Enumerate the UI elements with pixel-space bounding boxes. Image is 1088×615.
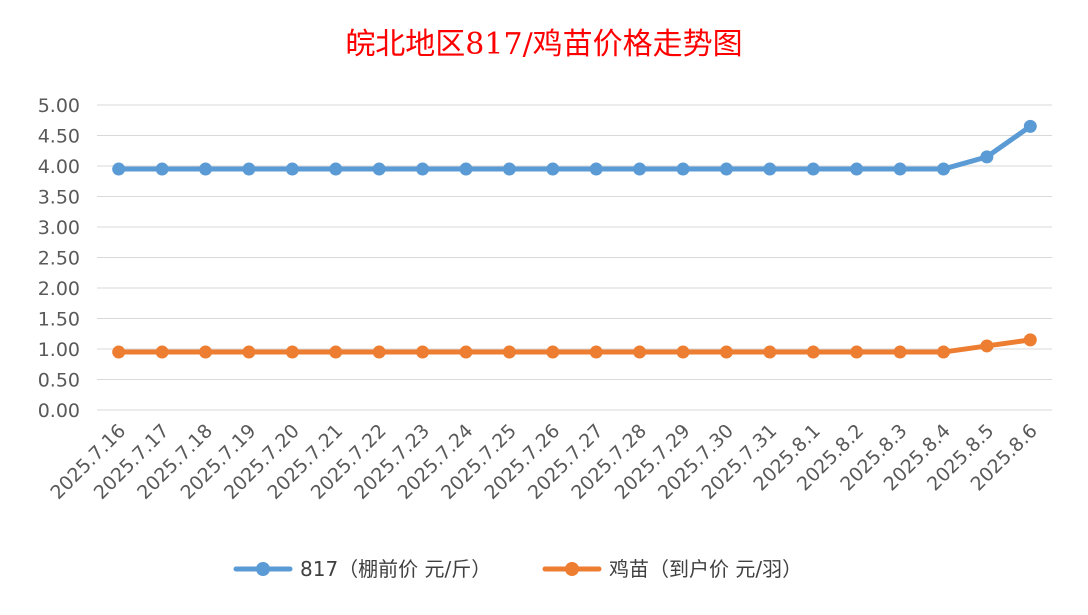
data-point (719, 162, 733, 176)
legend-item: 鸡苗（到户价 元/羽） (542, 557, 802, 581)
legend-swatch-marker (565, 562, 579, 576)
legend-swatch-marker (256, 562, 270, 576)
data-point (850, 162, 864, 176)
data-point (459, 345, 473, 359)
data-point (1023, 333, 1037, 347)
grid-lines (97, 104, 1052, 411)
data-point (719, 345, 733, 359)
data-point (806, 162, 820, 176)
y-tick-label: 1.50 (38, 309, 80, 331)
data-point (589, 162, 603, 176)
y-tick-label: 3.50 (38, 187, 80, 209)
data-point (285, 162, 299, 176)
data-point (502, 345, 516, 359)
y-axis-ticks: 0.00 0.50 1.00 1.50 2.00 2.50 3.00 3.50 4.00 4.50… (38, 95, 80, 422)
data-point (763, 162, 777, 176)
data-point (633, 345, 647, 359)
y-tick-label: 4.00 (38, 156, 80, 178)
data-point (676, 345, 690, 359)
data-point (199, 162, 213, 176)
legend-label: 鸡苗（到户价 元/羽） (609, 557, 802, 581)
y-tick-label: 3.00 (38, 217, 80, 239)
legend: 817（棚前价 元/斤） 鸡苗（到户价 元/羽） (233, 557, 802, 581)
data-point (589, 345, 603, 359)
data-point (806, 345, 820, 359)
data-point (763, 345, 777, 359)
data-point (893, 345, 907, 359)
data-point (893, 162, 907, 176)
data-point (372, 345, 386, 359)
data-point (936, 345, 950, 359)
data-point (676, 162, 690, 176)
data-point (459, 162, 473, 176)
data-point (546, 162, 560, 176)
series-2 (112, 333, 1037, 359)
data-point (112, 345, 126, 359)
data-point (155, 345, 169, 359)
data-point (155, 162, 169, 176)
data-point (502, 162, 516, 176)
y-tick-label: 0.50 (38, 370, 80, 392)
data-point (980, 150, 994, 164)
data-point (980, 339, 994, 353)
data-point (1023, 119, 1037, 133)
data-point (850, 345, 864, 359)
legend-label: 817（棚前价 元/斤） (300, 557, 491, 581)
y-tick-label: 2.00 (38, 278, 80, 300)
data-point (633, 162, 647, 176)
y-tick-label: 5.00 (38, 95, 80, 117)
data-point (242, 162, 256, 176)
y-tick-label: 4.50 (38, 126, 80, 148)
data-point (936, 162, 950, 176)
data-point (416, 345, 430, 359)
legend-item: 817（棚前价 元/斤） (233, 557, 491, 581)
data-point (242, 345, 256, 359)
series-line (116, 337, 1033, 355)
data-point (112, 162, 126, 176)
chart-title: 皖北地区817/鸡苗价格走势图 (345, 27, 742, 62)
y-tick-label: 2.50 (38, 248, 80, 270)
data-point (546, 345, 560, 359)
y-tick-label: 1.00 (38, 339, 80, 361)
data-point (285, 345, 299, 359)
data-point (372, 162, 386, 176)
data-point (329, 162, 343, 176)
series-1 (112, 119, 1037, 176)
data-point (329, 345, 343, 359)
y-tick-label: 0.00 (38, 400, 80, 422)
data-point (416, 162, 430, 176)
series-group (112, 119, 1037, 359)
data-point (199, 345, 213, 359)
series-line (116, 123, 1033, 172)
